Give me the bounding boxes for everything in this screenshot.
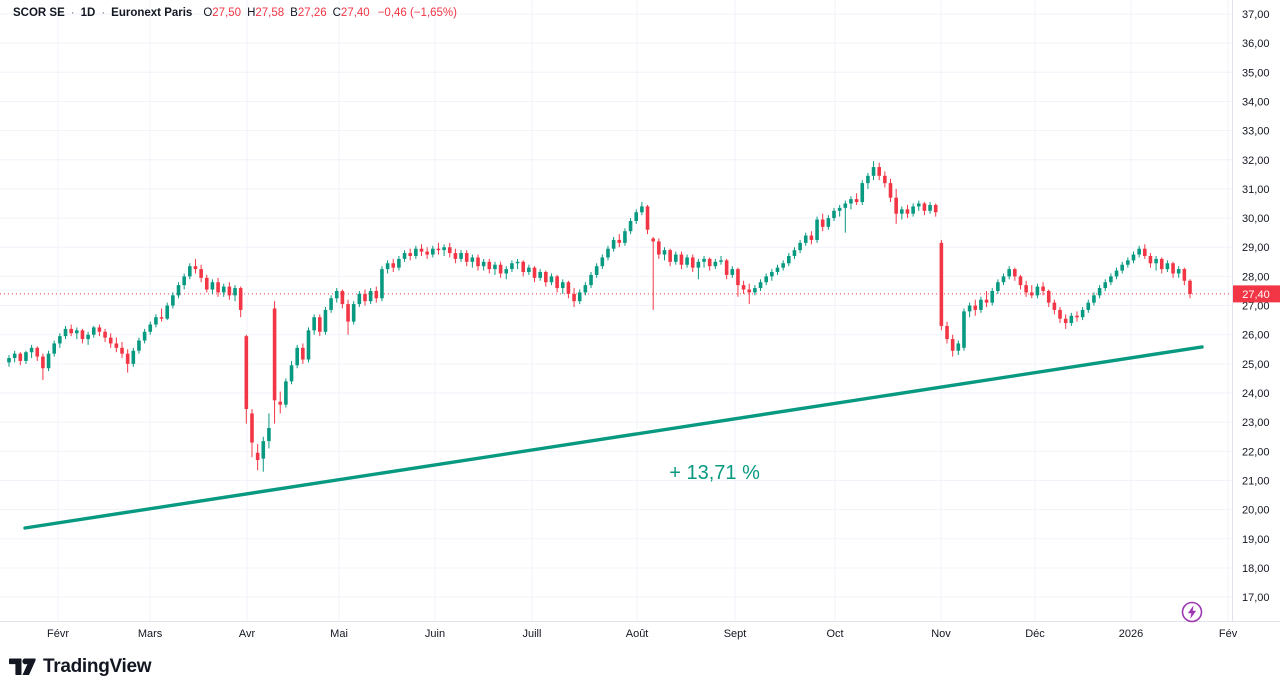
time-axis[interactable]: Févr Mars Avr Mai Juin Juill Août Sept Oct Nov Déc… [47,628,1238,640]
svg-text:Nov: Nov [931,628,951,640]
price-axis[interactable]: 37,00 36,00 35,00 34,00 33,00 32,00 31,00 30,00… [1242,9,1270,604]
candlestick-chart[interactable]: + 13,71 % 37,00 36,00 35,00 34,00 33,00 32,00… [0,0,1280,646]
timeframe[interactable]: 1D [80,7,96,19]
axis-borders [0,0,1280,622]
svg-text:20,00: 20,00 [1242,505,1270,517]
svg-text:25,00: 25,00 [1242,359,1270,371]
svg-text:36,00: 36,00 [1242,38,1270,50]
svg-text:27,00: 27,00 [1242,301,1270,313]
svg-text:18,00: 18,00 [1242,563,1270,575]
brand-name: TradingView [43,656,152,677]
open-value: 27,50 [212,7,242,19]
svg-text:Avr: Avr [239,628,256,640]
svg-text:26,00: 26,00 [1242,330,1270,342]
low-value: 27,26 [297,7,327,19]
footer: TradingView [0,646,1280,688]
svg-text:Août: Août [626,628,649,640]
svg-text:37,00: 37,00 [1242,9,1270,21]
svg-text:32,00: 32,00 [1242,155,1270,167]
flash-icon[interactable] [1181,601,1203,623]
tradingview-mark-icon [9,657,36,675]
legend-separator: · [101,7,106,19]
ohlc-values: O27,50 H27,58 B27,26 C27,40 −0,46 (−1,65… [203,7,457,19]
svg-text:Oct: Oct [826,628,843,640]
svg-text:Mars: Mars [138,628,163,640]
close-label: C [332,7,341,19]
grid-lines [0,0,1232,621]
svg-text:30,00: 30,00 [1242,213,1270,225]
svg-text:Sept: Sept [724,628,747,640]
legend-separator: · [70,7,75,19]
svg-text:29,00: 29,00 [1242,242,1270,254]
svg-text:28,00: 28,00 [1242,271,1270,283]
svg-text:22,00: 22,00 [1242,446,1270,458]
tradingview-logo[interactable]: TradingView [9,656,152,678]
open-label: O [203,7,213,19]
svg-text:Févr: Févr [47,628,69,640]
change-value: −0,46 (−1,65%) [377,7,457,19]
svg-text:2026: 2026 [1119,628,1143,640]
gain-annotation[interactable]: + 13,71 % [669,462,760,484]
svg-text:21,00: 21,00 [1242,475,1270,487]
trendline-drawing[interactable] [23,345,1204,530]
high-value: 27,58 [255,7,285,19]
svg-text:Fév: Fév [1219,628,1238,640]
svg-text:23,00: 23,00 [1242,417,1270,429]
svg-text:+ 13,71 %: + 13,71 % [669,462,760,484]
candles[interactable] [7,161,1192,472]
svg-text:33,00: 33,00 [1242,126,1270,138]
svg-text:Juin: Juin [425,628,445,640]
svg-text:Mai: Mai [330,628,348,640]
svg-text:24,00: 24,00 [1242,388,1270,400]
symbol-name[interactable]: SCOR SE [13,7,65,19]
svg-text:27,40: 27,40 [1242,289,1270,301]
svg-text:31,00: 31,00 [1242,184,1270,196]
low-label: B [290,7,298,19]
symbol-legend[interactable]: SCOR SE · 1D · Euronext Paris O27,50 H27… [13,7,457,19]
svg-text:17,00: 17,00 [1242,592,1270,604]
svg-text:Déc: Déc [1025,628,1045,640]
high-label: H [247,7,256,19]
svg-text:19,00: 19,00 [1242,534,1270,546]
current-price-badge: 27,40 [1233,285,1280,303]
svg-text:35,00: 35,00 [1242,67,1270,79]
close-value: 27,40 [340,7,370,19]
svg-text:34,00: 34,00 [1242,96,1270,108]
exchange-name: Euronext Paris [111,7,193,19]
svg-text:Juill: Juill [523,628,542,640]
